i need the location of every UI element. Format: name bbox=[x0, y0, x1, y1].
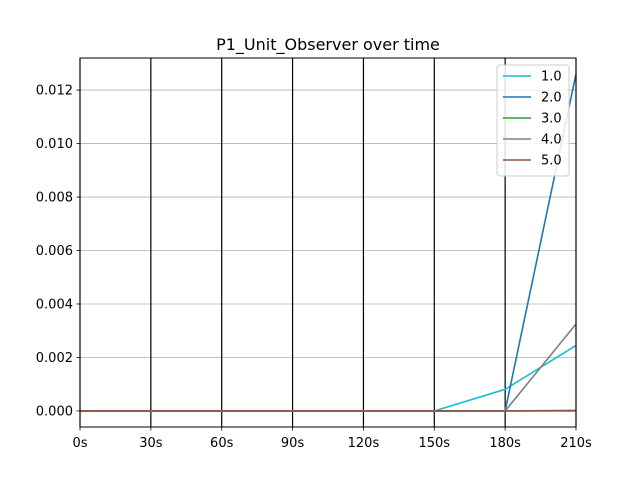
y-axis: 0.000 0.002 0.004 0.006 0.008 0.010 0.012 bbox=[36, 84, 80, 419]
x-tick-label: 210s bbox=[560, 436, 592, 451]
grid-layer bbox=[79, 58, 577, 427]
plot-frame bbox=[79, 57, 577, 428]
y-tick-label: 0.010 bbox=[36, 137, 73, 152]
x-tick-label: 180s bbox=[489, 436, 521, 451]
y-tick-label: 0.008 bbox=[36, 191, 73, 206]
x-tick-label: 0s bbox=[72, 436, 87, 451]
legend-label: 5.0 bbox=[541, 154, 562, 169]
series-line-5.0 bbox=[80, 409, 577, 412]
series-layer bbox=[80, 73, 577, 412]
x-tick-label: 150s bbox=[418, 436, 450, 451]
x-tick-label: 60s bbox=[210, 436, 234, 451]
y-tick-label: 0.000 bbox=[36, 404, 73, 419]
y-tick-label: 0.012 bbox=[36, 84, 73, 99]
x-tick-label: 90s bbox=[281, 436, 305, 451]
y-tick-label: 0.002 bbox=[36, 351, 73, 366]
legend-label: 4.0 bbox=[541, 133, 562, 148]
legend-box bbox=[496, 64, 570, 177]
chart-title: P1_Unit_Observer over time bbox=[216, 35, 440, 55]
legend-label: 1.0 bbox=[541, 70, 562, 85]
series-line-1.0 bbox=[80, 344, 577, 412]
legend: 1.0 2.0 3.0 4.0 5.0 bbox=[496, 64, 570, 177]
legend-label: 3.0 bbox=[541, 112, 562, 127]
series-line-4.0 bbox=[80, 323, 577, 412]
y-tick-label: 0.004 bbox=[36, 298, 73, 313]
x-tick-label: 30s bbox=[139, 436, 163, 451]
legend-label: 2.0 bbox=[541, 91, 562, 106]
y-tick-label: 0.006 bbox=[36, 244, 73, 259]
x-tick-label: 120s bbox=[348, 436, 380, 451]
x-axis: 0s 30s 60s 90s 120s 150s 180s 210s bbox=[72, 427, 592, 451]
